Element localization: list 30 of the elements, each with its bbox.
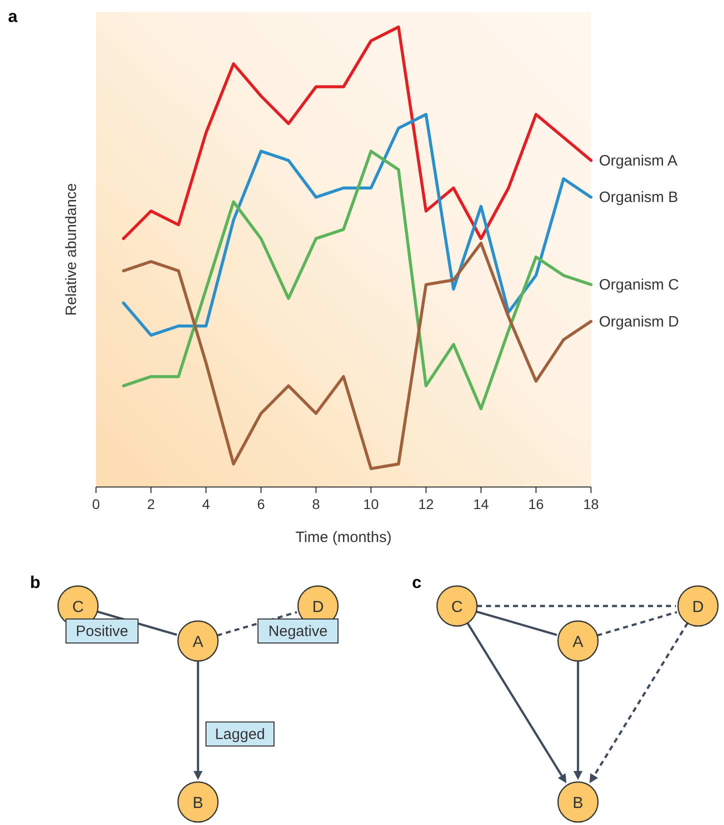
x-tick-label: 14 <box>473 496 489 512</box>
y-axis-title: Relative abundance <box>63 183 80 316</box>
x-tick-label: 4 <box>202 496 210 512</box>
x-tick-label: 2 <box>147 496 156 512</box>
text: D <box>692 599 704 616</box>
text: B <box>192 795 204 812</box>
text: B <box>572 795 584 812</box>
text: c <box>412 573 422 592</box>
text: C <box>451 599 463 616</box>
text: Positive <box>76 623 128 640</box>
x-tick-label: 6 <box>257 496 266 512</box>
series-label: Organism D <box>599 313 680 330</box>
text: C <box>72 599 84 616</box>
x-tick-label: 0 <box>92 496 100 512</box>
series-label: Organism C <box>599 276 680 294</box>
chart-title: a <box>8 7 18 26</box>
x-tick-label: 18 <box>583 496 599 512</box>
series-label: Organism A <box>599 152 678 170</box>
x-tick-label: 12 <box>418 496 434 512</box>
x-tick-label: 16 <box>528 496 544 512</box>
text: Negative <box>268 623 328 640</box>
text: b <box>30 573 40 592</box>
text: D <box>312 599 324 616</box>
text: A <box>572 634 584 651</box>
x-tick-label: 8 <box>312 496 320 512</box>
x-axis-title: Time (months) <box>295 529 392 546</box>
text: Lagged <box>214 726 266 743</box>
text: A <box>192 634 204 651</box>
series-label: Organism B <box>599 189 678 206</box>
x-tick-label: 10 <box>363 496 379 512</box>
